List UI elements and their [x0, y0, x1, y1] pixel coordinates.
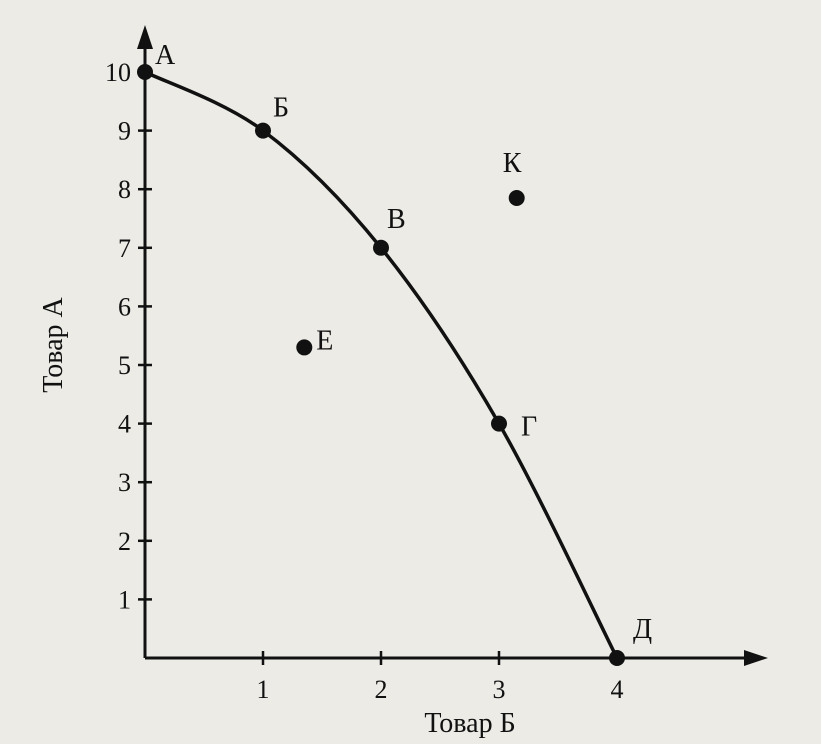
other-point-label: К: [503, 148, 522, 179]
curve-point: [373, 239, 389, 256]
ppf-curve: [144, 70, 619, 659]
curve-point-label: Б: [273, 93, 289, 124]
y-tick-label: 9: [118, 117, 131, 146]
y-tick-label: 6: [118, 292, 131, 321]
y-tick-label: 1: [118, 585, 131, 614]
curve-point-label: Г: [521, 412, 537, 443]
other-point: [296, 339, 313, 356]
curve-point-label: В: [387, 204, 406, 235]
x-axis-label: Товар Б: [424, 708, 515, 739]
x-tick-label: 2: [375, 675, 388, 704]
y-axis-label: Товар А: [38, 296, 69, 392]
y-tick-label: 7: [118, 234, 131, 263]
x-tick-label: 3: [493, 675, 506, 704]
curve-point-label: Д: [633, 614, 652, 645]
y-tick-label: 5: [118, 351, 131, 380]
curve-point-label: А: [155, 40, 176, 71]
axes: [137, 25, 768, 666]
curve-point: [255, 122, 271, 139]
curve-point: [491, 415, 507, 432]
tick-labels: 1 2 3 4 5 6 7 8 9 10 1 2 3 4: [105, 58, 624, 704]
y-tick-label: 2: [118, 527, 131, 556]
x-tick-label: 4: [611, 675, 624, 704]
other-point-label: Е: [316, 325, 333, 356]
y-tick-label: 4: [118, 410, 131, 439]
x-tick-label: 1: [257, 675, 270, 704]
curve-point: [137, 64, 153, 80]
x-axis-arrow: [744, 650, 768, 666]
points-layer: А Б В Г Д Е К: [137, 40, 652, 666]
y-axis-arrow: [137, 25, 153, 49]
y-tick-label: 10: [105, 58, 131, 87]
y-tick-label: 8: [118, 175, 131, 204]
curve-layer: [144, 70, 619, 659]
y-tick-label: 3: [118, 468, 131, 497]
curve-point: [609, 650, 625, 666]
other-point: [508, 189, 525, 206]
